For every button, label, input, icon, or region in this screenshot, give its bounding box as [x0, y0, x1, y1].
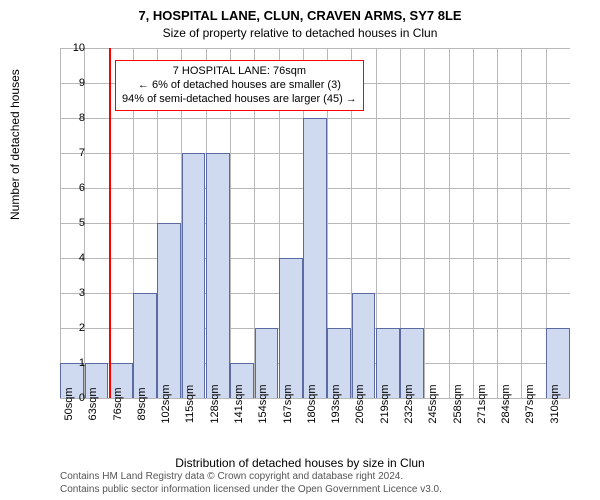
grid-line-v: [497, 48, 498, 398]
chart-container: 7, HOSPITAL LANE, CLUN, CRAVEN ARMS, SY7…: [0, 0, 600, 500]
annotation-line: 7 HOSPITAL LANE: 76sqm: [122, 65, 357, 79]
y-tick-label: 3: [55, 287, 85, 299]
x-tick-label: 245sqm: [427, 384, 439, 423]
attribution-footer: Contains HM Land Registry data © Crown c…: [60, 470, 442, 496]
y-tick-label: 4: [55, 252, 85, 264]
annotation-box: 7 HOSPITAL LANE: 76sqm← 6% of detached h…: [115, 60, 364, 111]
x-tick-label: 89sqm: [136, 387, 148, 420]
x-tick-label: 50sqm: [63, 387, 75, 420]
x-tick-label: 102sqm: [160, 384, 172, 423]
grid-line-v: [449, 48, 450, 398]
annotation-line: ← 6% of detached houses are smaller (3): [122, 79, 357, 93]
x-tick-label: 128sqm: [209, 384, 221, 423]
x-tick-label: 167sqm: [282, 384, 294, 423]
y-tick-label: 5: [55, 217, 85, 229]
x-tick-label: 206sqm: [354, 384, 366, 423]
grid-line-h: [60, 48, 570, 49]
y-axis-label: Number of detached houses: [8, 69, 22, 220]
x-tick-label: 154sqm: [257, 384, 269, 423]
x-tick-label: 271sqm: [476, 384, 488, 423]
x-axis-label: Distribution of detached houses by size …: [0, 456, 600, 470]
chart-subtitle: Size of property relative to detached ho…: [0, 26, 600, 40]
annotation-line: 94% of semi-detached houses are larger (…: [122, 93, 357, 107]
y-tick-label: 2: [55, 322, 85, 334]
histogram-bar: [279, 258, 303, 398]
histogram-bar: [182, 153, 206, 398]
x-tick-label: 76sqm: [112, 387, 124, 420]
y-tick-label: 7: [55, 147, 85, 159]
histogram-bar: [303, 118, 327, 398]
x-tick-label: 193sqm: [330, 384, 342, 423]
x-tick-label: 219sqm: [379, 384, 391, 423]
x-tick-label: 297sqm: [524, 384, 536, 423]
y-tick-label: 8: [55, 112, 85, 124]
footer-line-2: Contains public sector information licen…: [60, 483, 442, 496]
histogram-bar: [133, 293, 157, 398]
y-tick-label: 1: [55, 357, 85, 369]
histogram-bar: [157, 223, 181, 398]
plot-area: 7 HOSPITAL LANE: 76sqm← 6% of detached h…: [60, 48, 570, 398]
footer-line-1: Contains HM Land Registry data © Crown c…: [60, 470, 442, 483]
y-tick-label: 6: [55, 182, 85, 194]
x-tick-label: 310sqm: [549, 384, 561, 423]
grid-line-v: [473, 48, 474, 398]
histogram-bar: [206, 153, 230, 398]
x-tick-label: 258sqm: [452, 384, 464, 423]
x-tick-label: 232sqm: [403, 384, 415, 423]
chart-title: 7, HOSPITAL LANE, CLUN, CRAVEN ARMS, SY7…: [0, 8, 600, 23]
x-tick-label: 180sqm: [306, 384, 318, 423]
x-tick-label: 284sqm: [500, 384, 512, 423]
x-tick-label: 115sqm: [184, 385, 196, 423]
x-tick-label: 141sqm: [233, 384, 245, 423]
y-tick-label: 10: [55, 42, 85, 54]
y-tick-label: 9: [55, 77, 85, 89]
grid-line-v: [424, 48, 425, 398]
grid-line-v: [521, 48, 522, 398]
histogram-bar: [352, 293, 376, 398]
marker-line: [109, 48, 111, 398]
x-tick-label: 63sqm: [87, 387, 99, 420]
